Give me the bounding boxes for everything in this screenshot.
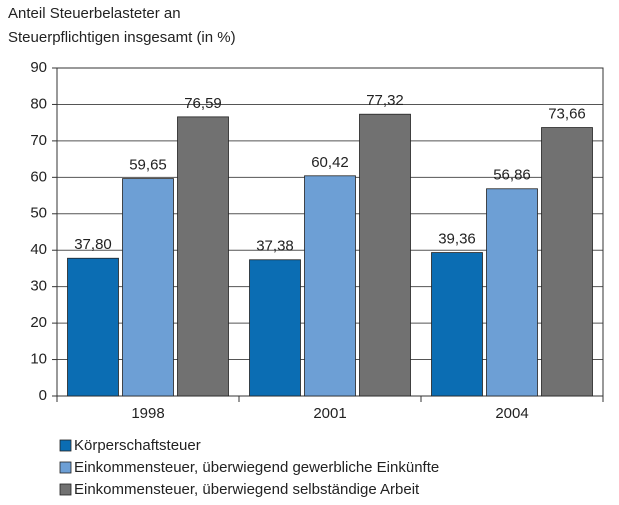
legend-swatch — [59, 461, 72, 474]
y-tick-label: 50 — [30, 205, 47, 222]
y-tick-label: 70 — [30, 132, 47, 149]
bar — [541, 127, 593, 397]
legend-label: Einkommensteuer, überwiegend selbständig… — [74, 481, 420, 498]
y-tick-label: 60 — [30, 168, 47, 185]
bar — [122, 178, 174, 397]
legend-swatch — [59, 439, 72, 452]
bar — [67, 257, 119, 397]
chart-title: Anteil Steuerbelasteter an — [8, 5, 181, 22]
y-tick-label: 30 — [30, 278, 47, 295]
value-label: 59,65 — [129, 157, 167, 174]
legend-swatch — [59, 483, 72, 496]
y-tick-label: 0 — [39, 387, 47, 404]
bar — [486, 188, 538, 397]
x-tick-label: 2004 — [495, 405, 528, 422]
value-label: 77,32 — [366, 92, 404, 109]
value-label: 60,42 — [311, 154, 349, 171]
y-tick-label: 20 — [30, 314, 47, 331]
x-tick-label: 2001 — [313, 405, 346, 422]
chart-title: Steuerpflichtigen insgesamt (in %) — [8, 29, 236, 46]
bar — [177, 116, 229, 397]
y-tick-label: 40 — [30, 241, 47, 258]
y-tick-label: 90 — [30, 59, 47, 76]
bar — [359, 113, 411, 397]
value-label: 37,80 — [74, 236, 112, 253]
value-label: 39,36 — [438, 231, 476, 248]
value-label: 56,86 — [493, 167, 531, 184]
bar — [431, 252, 483, 397]
value-label: 37,38 — [256, 238, 294, 255]
value-label: 73,66 — [548, 106, 586, 123]
x-tick-label: 1998 — [131, 405, 164, 422]
value-label: 76,59 — [184, 95, 222, 112]
legend-label: Einkommensteuer, überwiegend gewerbliche… — [74, 459, 439, 476]
y-tick-label: 10 — [30, 351, 47, 368]
bar — [304, 175, 356, 397]
legend-label: Körperschaftsteuer — [74, 437, 201, 454]
y-tick-label: 80 — [30, 95, 47, 112]
bar — [249, 259, 301, 397]
